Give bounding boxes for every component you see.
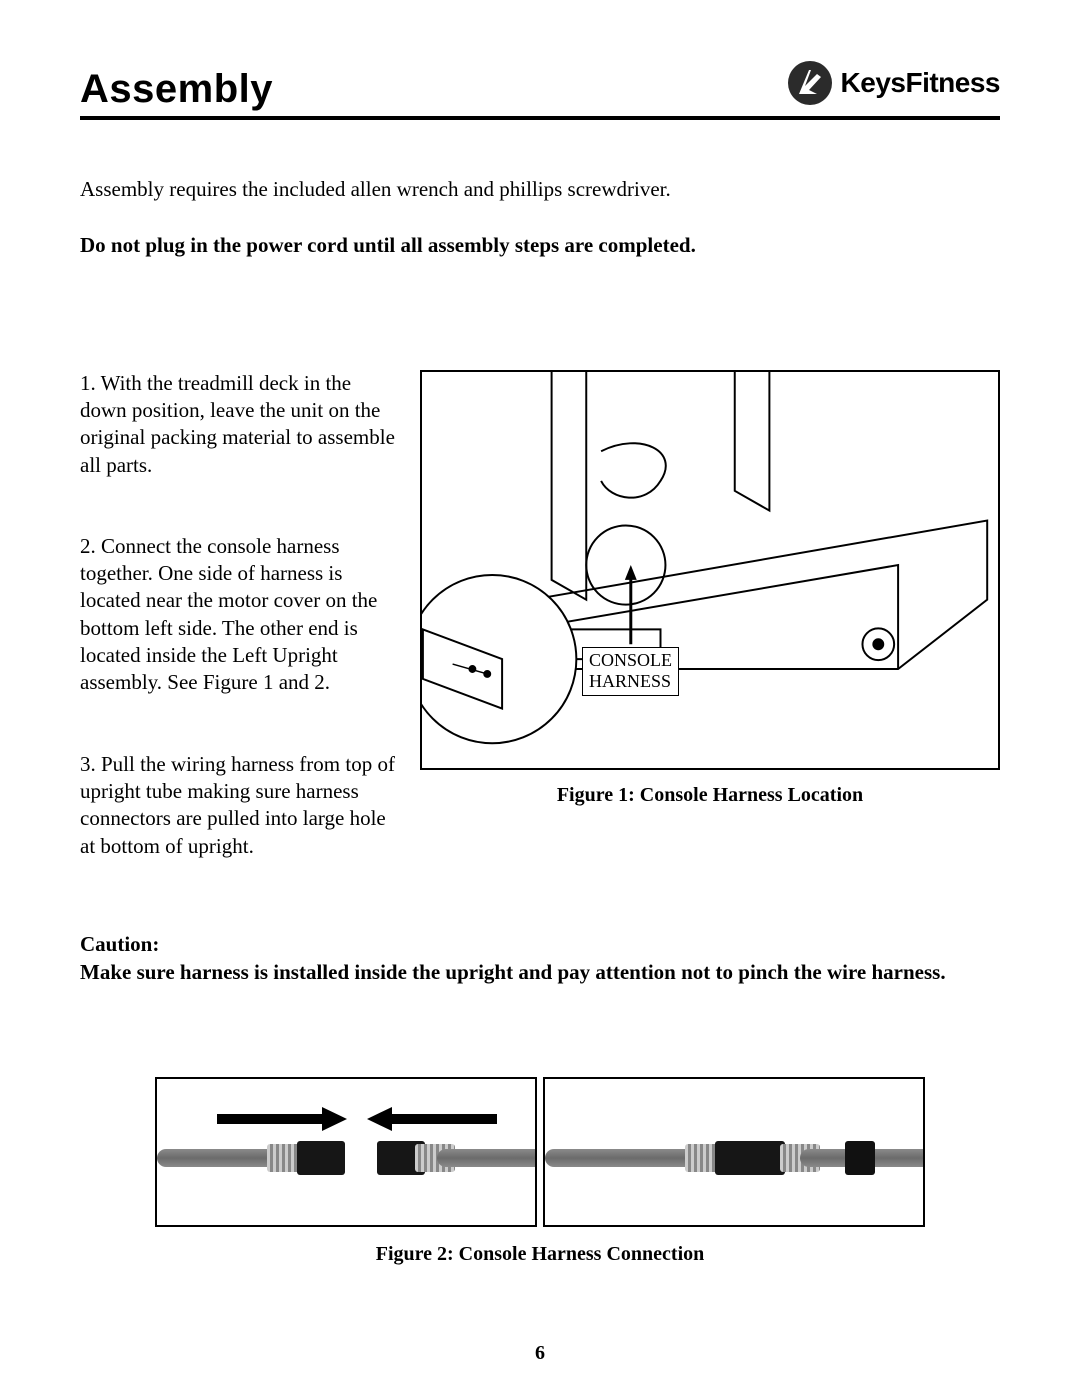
caution-block: Caution: Make sure harness is installed … <box>80 930 1000 987</box>
figure-1: CONSOLE HARNESS Figure 1: Console Harnes… <box>420 370 1000 807</box>
step-1: 1. With the treadmill deck in the down p… <box>80 370 400 479</box>
steps-column: 1. With the treadmill deck in the down p… <box>80 370 400 860</box>
warning-text: Do not plug in the power cord until all … <box>80 231 1000 259</box>
page-number: 6 <box>0 1342 1080 1365</box>
callout-line-1: CONSOLE <box>589 650 672 672</box>
figure-2-left-panel <box>155 1077 537 1227</box>
figure-1-callout: CONSOLE HARNESS <box>582 647 679 696</box>
figure-1-illustration: CONSOLE HARNESS <box>420 370 1000 770</box>
step-2: 2. Connect the console harness together.… <box>80 533 400 697</box>
step-3: 3. Pull the wiring harness from top of u… <box>80 751 400 860</box>
page-title: Assembly <box>80 67 273 112</box>
arrow-right-icon <box>217 1107 347 1131</box>
arrow-left-icon <box>367 1107 497 1131</box>
treadmill-line-art-icon <box>422 372 998 768</box>
brand-logo-icon <box>787 60 833 106</box>
mid-section: 1. With the treadmill deck in the down p… <box>80 370 1000 860</box>
intro-text: Assembly requires the included allen wre… <box>80 175 1000 203</box>
figure-1-caption: Figure 1: Console Harness Location <box>420 784 1000 807</box>
caution-label: Caution: <box>80 930 1000 958</box>
caution-text: Make sure harness is installed inside th… <box>80 958 1000 986</box>
figure-2 <box>80 1077 1000 1227</box>
figure-2-right-panel <box>543 1077 925 1227</box>
brand-text: KeysFitness <box>841 67 1000 99</box>
page-header: Assembly KeysFitness <box>80 60 1000 120</box>
figure-2-caption: Figure 2: Console Harness Connection <box>80 1243 1000 1266</box>
brand: KeysFitness <box>787 60 1000 112</box>
callout-line-2: HARNESS <box>589 671 672 693</box>
